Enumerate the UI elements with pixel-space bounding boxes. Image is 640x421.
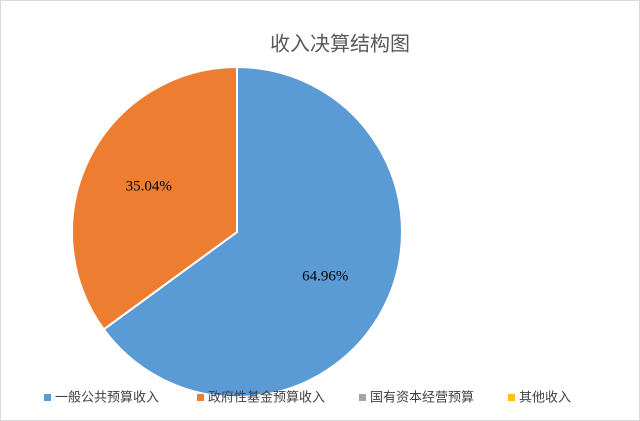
pie-slice (102, 65, 403, 398)
chart-title: 收入决算结构图 (270, 32, 410, 56)
legend-label: 其他收入 (519, 391, 571, 406)
legend-marker (508, 394, 515, 401)
legend-label: 一般公共预算收入 (55, 390, 159, 406)
pie-slice (71, 65, 238, 331)
legend-marker (359, 394, 366, 401)
legend-label: 政府性基金预算收入 (208, 390, 325, 406)
legend-label: 国有资本经营预算 (370, 391, 474, 406)
data-label: 35.04% (126, 179, 172, 195)
legend-marker (197, 394, 204, 401)
legend-marker (44, 394, 51, 401)
data-label: 64.96% (302, 268, 348, 284)
